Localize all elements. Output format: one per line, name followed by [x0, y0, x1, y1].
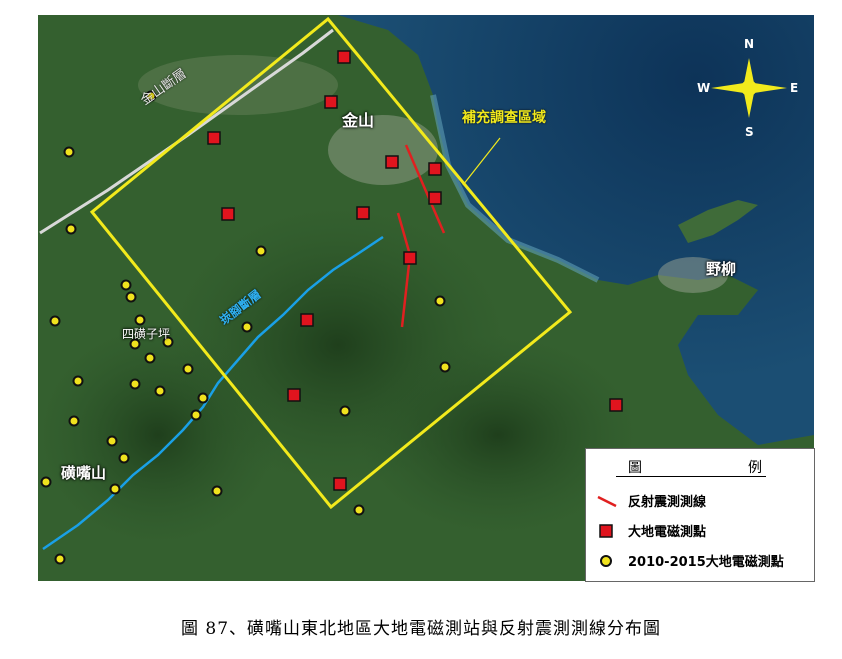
old-mt-point [339, 405, 351, 417]
old-mt-point [154, 385, 166, 397]
mt-point [221, 207, 235, 221]
mt-point [428, 191, 442, 205]
yeliu-town [658, 257, 728, 293]
old-mt-point [72, 375, 84, 387]
legend-label: 大地電磁測點 [628, 525, 707, 540]
old-mt-point [54, 553, 66, 565]
jinshan-label: 金山 [342, 111, 375, 130]
survey-area-box [89, 16, 573, 510]
legend-item-mt-point: 大地電磁測點 [596, 521, 706, 540]
old-mt-point [120, 279, 132, 291]
legend-title-underline [616, 476, 766, 477]
mt-point [403, 251, 417, 265]
old-mt-point [144, 352, 156, 364]
mt-point [428, 162, 442, 176]
old-mt-point [197, 392, 209, 404]
legend-title-right: 例 [748, 460, 762, 476]
old-mt-point [145, 90, 157, 102]
old-mt-point [182, 363, 194, 375]
old-mt-point [118, 452, 130, 464]
compass-w: W [697, 81, 711, 95]
survey-label-leader [462, 137, 501, 186]
mt-point [385, 155, 399, 169]
mountain-shade-2 [38, 325, 278, 545]
legend-label: 反射震測測線 [628, 495, 707, 510]
farmland [138, 55, 338, 115]
legend-box: 圖 例 反射震測測線 大地電磁測點 2010-2015大地電磁測點 [585, 448, 815, 582]
old-mt-point [190, 409, 202, 421]
mt-point [333, 477, 347, 491]
jinshan-town [328, 115, 438, 185]
sihuangziping-label: 四磺子坪 [122, 327, 171, 341]
mt-point [356, 206, 370, 220]
red-line-icon [597, 495, 617, 507]
old-mt-point [40, 476, 52, 488]
old-mt-point [134, 314, 146, 326]
old-mt-point [353, 504, 365, 516]
coastline [430, 94, 600, 283]
mountain-shade-3 [358, 335, 638, 535]
old-mt-point [109, 483, 121, 495]
old-mt-point [255, 245, 267, 257]
reflection-line-1 [404, 144, 446, 234]
mt-point [300, 313, 314, 327]
figure-caption: 圖 87、磺嘴山東北地區大地電磁測站與反射震測測線分布圖 [180, 619, 662, 639]
red-square-icon [599, 523, 613, 538]
huangzuishan-label: 磺嘴山 [61, 464, 107, 482]
jinshan-fault-line [39, 28, 334, 235]
old-mt-point [434, 295, 446, 307]
satellite-map: N S W E 金山斷層 金山 補充調查區域 野柳 崁腳斷層 四磺子坪 磺嘴山 [38, 15, 814, 581]
old-mt-point [241, 321, 253, 333]
mt-points [207, 50, 623, 491]
old-mt-point [439, 361, 451, 373]
old-mt-point [68, 415, 80, 427]
legend-label: 2010-2015大地電磁測點 [628, 555, 784, 570]
mt-point [337, 50, 351, 64]
old-mt-point [125, 291, 137, 303]
compass-e: E [790, 81, 799, 95]
mt-point [609, 398, 623, 412]
mt-point [287, 388, 301, 402]
survey-area-label: 補充調查區域 [462, 110, 546, 126]
yeliu-cape [678, 200, 758, 243]
old-mt-point [211, 485, 223, 497]
yellow-circle-icon [600, 554, 612, 567]
map-canvas [38, 15, 814, 581]
old-mt-point [162, 336, 174, 348]
old-mt-point [65, 223, 77, 235]
compass-s: S [745, 125, 754, 139]
mt-point [207, 131, 221, 145]
compass-n: N [744, 37, 755, 51]
mt-point [324, 95, 338, 109]
yeliu-label: 野柳 [706, 260, 737, 278]
old-mt-point [63, 146, 75, 158]
reflection-line-2 [396, 212, 412, 256]
old-mt-point [129, 378, 141, 390]
compass-icon [711, 58, 787, 118]
legend-item-reflection-line: 反射震測測線 [596, 491, 706, 510]
legend-title-left: 圖 [628, 460, 642, 476]
legend-item-old-mt-point: 2010-2015大地電磁測點 [596, 551, 784, 570]
old-mt-point [49, 315, 61, 327]
reflection-line-3 [400, 254, 412, 328]
sea-area [338, 15, 814, 445]
old-mt-point [106, 435, 118, 447]
old-mt-point [129, 338, 141, 350]
old-mt-points [40, 90, 451, 565]
